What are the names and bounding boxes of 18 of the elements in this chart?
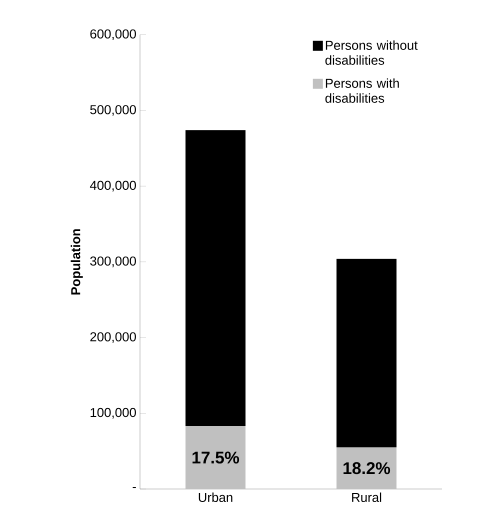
bar: [336, 258, 397, 448]
annotation: 18.2%: [344, 462, 390, 474]
legend-label: Persons without disabilities: [325, 40, 418, 65]
y-axis-title: Population: [70, 229, 83, 294]
x-tick-label: Rural: [352, 492, 382, 502]
y-tick-label: 500,000: [90, 105, 136, 116]
y-tick-label: -: [132, 487, 136, 488]
x-tick-label: Urban: [198, 492, 232, 502]
y-tick-label: 200,000: [90, 332, 136, 343]
y-tick-label: 300,000: [90, 256, 136, 268]
bar: [186, 130, 246, 426]
bar: [336, 447, 397, 489]
y-tick-label: 400,000: [90, 180, 136, 192]
y-tick-label: 100,000: [90, 408, 136, 419]
legend-label: Persons with disabilities: [325, 78, 399, 103]
y-tick-label: 600,000: [90, 29, 136, 40]
bar: [186, 426, 246, 489]
annotation: 17.5%: [192, 452, 240, 464]
